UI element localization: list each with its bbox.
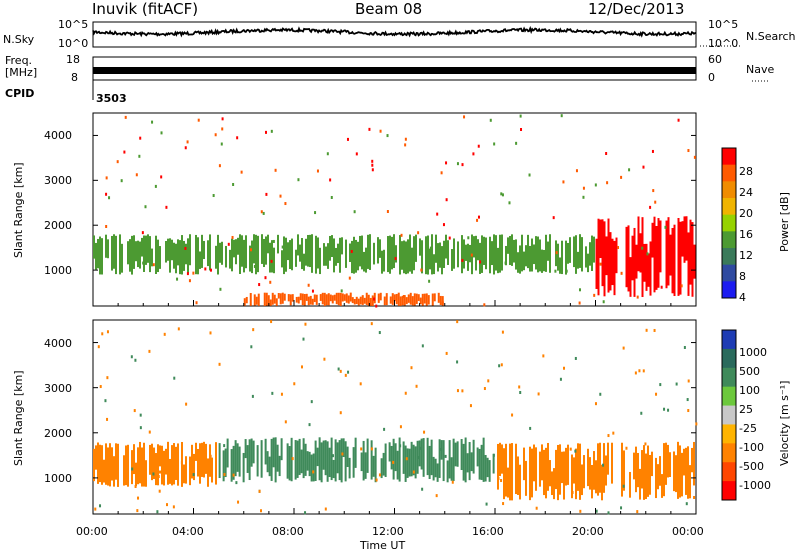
- power-cb-swatch-1: [722, 164, 736, 182]
- power-cb-swatch-4: [722, 214, 736, 232]
- vel-cb-tick-6: -500: [739, 460, 764, 473]
- power-ytick-4000: 4000: [44, 129, 72, 142]
- freq-unit: [MHz]: [5, 66, 38, 79]
- vel-ytick-1000: 1000: [44, 472, 72, 485]
- vel-ytick-3000: 3000: [44, 382, 72, 395]
- vel-ytick-2000: 2000: [44, 427, 72, 440]
- nsearch-label: N.Search: [746, 30, 796, 43]
- nave-label: Nave: [746, 63, 775, 76]
- power-cb-swatch-8: [722, 281, 736, 299]
- xtick-1: 04:00: [172, 525, 204, 538]
- power-colorbar: [721, 147, 737, 299]
- velocity-scatter: [94, 320, 698, 515]
- nave-tick-high: 60: [708, 53, 722, 66]
- velocity-echo-band-2: [497, 441, 695, 501]
- vel-cb-tick-2: 100: [739, 384, 760, 397]
- power-ytick-3000: 3000: [44, 174, 72, 187]
- power-cb-tick-4: 12: [739, 249, 753, 262]
- power-panel: [92, 112, 697, 308]
- vel-ytick-4000: 4000: [44, 337, 72, 350]
- vel-cb-tick-4: -25: [739, 422, 757, 435]
- velocity-cb-swatch-1: [722, 348, 736, 369]
- velocity-cb-swatch-2: [722, 367, 736, 388]
- xtick-6: 00:00: [672, 525, 704, 538]
- power-echo-band-1: [243, 292, 444, 306]
- velocity-cb-swatch-7: [722, 462, 736, 482]
- velocity-cb-swatch-3: [722, 386, 736, 407]
- vel-cb-tick-3: 25: [739, 403, 753, 416]
- cpid-label: CPID: [5, 87, 35, 100]
- freq-label: Freq.: [5, 54, 33, 67]
- power-cb-tick-1: 24: [739, 186, 753, 199]
- nsky-label: N.Sky: [3, 33, 35, 46]
- xtick-5: 20:00: [572, 525, 604, 538]
- velocity-cb-swatch-5: [722, 424, 736, 444]
- power-cb-tick-2: 20: [739, 207, 753, 220]
- power-cb-tick-0: 28: [739, 165, 753, 178]
- velocity-colorbar: [721, 329, 737, 501]
- vel-cb-label: Velocity [m s⁻¹]: [778, 380, 791, 466]
- power-cb-swatch-2: [722, 181, 736, 199]
- velocity-cb-swatch-8: [722, 481, 736, 501]
- power-echo-band-2: [595, 216, 696, 298]
- station-title: Inuvik (fitACF): [92, 0, 199, 18]
- cpid-value: 3503: [96, 92, 127, 105]
- vel-ylabel: Slant Range [km]: [12, 370, 25, 466]
- nave-tick-low: 0: [708, 71, 715, 84]
- xtick-2: 08:00: [272, 525, 304, 538]
- time-axis: [92, 300, 697, 514]
- date-title: 12/Dec/2013: [588, 0, 685, 18]
- xtick-0: 00:00: [76, 525, 108, 538]
- velocity-cb-swatch-4: [722, 405, 736, 425]
- nsky-panel: [92, 21, 740, 48]
- power-ytick-1000: 1000: [44, 264, 72, 277]
- beam-title: Beam 08: [355, 0, 423, 18]
- power-cb-swatch-0: [722, 148, 736, 166]
- power-cb-tick-5: 8: [739, 270, 746, 283]
- freq-tick-high: 18: [66, 53, 80, 66]
- power-frame: [92, 112, 697, 307]
- freq-trace: [93, 67, 696, 74]
- power-cb-tick-3: 16: [739, 228, 753, 241]
- power-echo-band-0: [93, 234, 595, 275]
- power-ytick-2000: 2000: [44, 219, 72, 232]
- power-cb-tick-6: 4: [739, 291, 746, 304]
- velocity-panel: [92, 319, 698, 515]
- nsky-tick-high: 10^5: [58, 18, 89, 31]
- xlabel: Time UT: [360, 539, 406, 552]
- velocity-echo-band-0: [93, 441, 217, 487]
- velocity-cb-swatch-0: [722, 330, 736, 350]
- power-ylabel: Slant Range [km]: [12, 162, 25, 258]
- vel-cb-tick-1: 500: [739, 365, 760, 378]
- freq-panel: [92, 56, 770, 100]
- vel-cb-tick-5: -100: [739, 441, 764, 454]
- nsky-tick-low: 10^0: [58, 37, 89, 50]
- velocity-cb-frame: [721, 329, 737, 501]
- velocity-cb-swatch-6: [722, 443, 736, 463]
- xtick-3: 12:00: [372, 525, 404, 538]
- power-cb-label: Power [dB]: [778, 192, 791, 252]
- nsky-frame: [92, 21, 697, 48]
- vel-cb-tick-0: 1000: [739, 346, 767, 359]
- power-cb-frame: [721, 147, 737, 299]
- power-cb-swatch-7: [722, 264, 736, 282]
- velocity-echo-band-1: [218, 437, 495, 483]
- nsky-trace: [92, 25, 697, 38]
- power-cb-swatch-5: [722, 231, 736, 249]
- nsearch-tick-low: 10^0: [708, 37, 739, 50]
- vel-cb-tick-7: -1000: [739, 479, 771, 492]
- nsearch-tick-high: 10^5: [708, 18, 739, 31]
- xtick-4: 16:00: [472, 525, 504, 538]
- power-cb-swatch-3: [722, 198, 736, 216]
- freq-tick-low: 8: [71, 71, 78, 84]
- power-cb-swatch-6: [722, 248, 736, 266]
- power-scatter: [98, 114, 696, 308]
